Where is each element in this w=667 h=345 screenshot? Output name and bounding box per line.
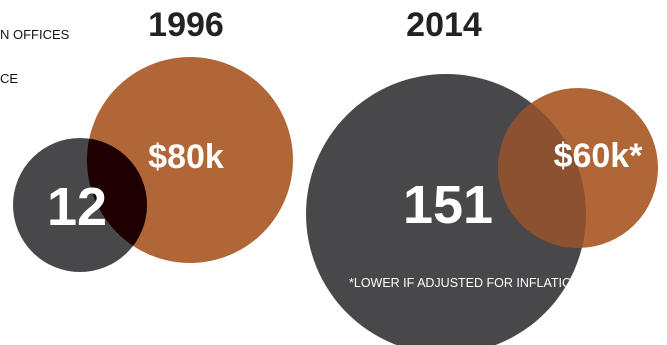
year-1996-label: 1996 — [148, 6, 224, 44]
overlap-2014 — [498, 88, 586, 248]
legend-label-offices: N OFFICES — [0, 27, 70, 42]
year-2014-label: 2014 — [406, 6, 482, 44]
budget-label-1996: $80k — [148, 138, 224, 176]
offices-count-2014: 151 — [403, 175, 493, 235]
budget-label-2014: $60k* — [554, 137, 644, 175]
legend-label-budget: CE — [0, 71, 18, 86]
inflation-footnote: *LOWER IF ADJUSTED FOR INFLATION — [349, 276, 581, 290]
offices-count-1996: 12 — [47, 177, 107, 237]
